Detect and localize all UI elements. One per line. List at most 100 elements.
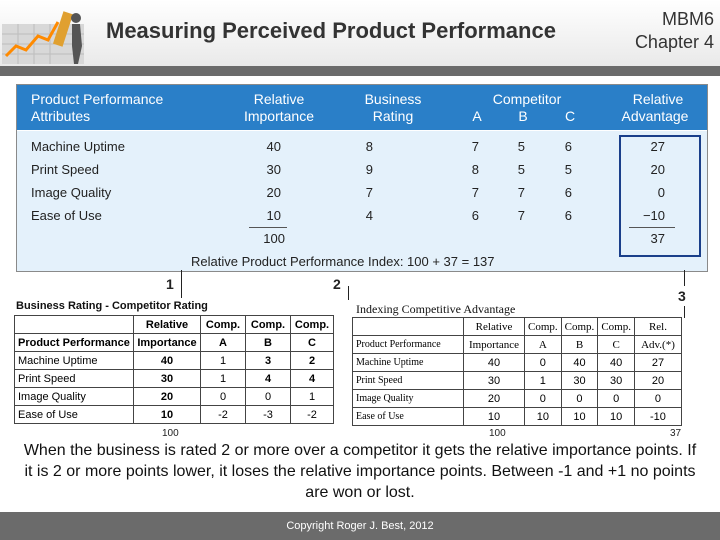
table-header-cell: Comp. [290,315,334,334]
table-cell: 1 [524,371,562,390]
table-cell: Ease of Use [14,405,134,424]
table-header-cell: Adv.(*) [633,335,682,354]
table-cell: -2 [200,405,246,424]
marker-2-line [348,286,349,300]
table-header-cell: Importance [463,335,525,354]
table-row: Product Performance Importance A B C Adv… [352,335,682,354]
comp-b-value: 5 [517,162,525,177]
rating-value: 9 [365,162,373,177]
table-row: Product Performance Importance A B C [14,333,334,352]
marker-2: 2 [333,276,341,292]
advantage-table-importance-total: 100 [489,428,506,439]
explanation-text: When the business is rated 2 or more ove… [23,442,697,501]
header-importance-2: Importance [243,108,315,124]
table-row: Relative Comp. Comp. Comp. Rel. [352,317,682,336]
footer-bar [0,512,720,540]
rating-table-total: 100 [162,428,179,439]
table-cell: 4 [290,369,334,388]
table-cell: 0 [524,389,562,408]
table-cell: Print Speed [352,371,464,390]
table-cell: 20 [133,387,201,406]
chapter-label: Chapter 4 [634,32,714,52]
comp-a-value: 6 [471,208,479,223]
comp-c-value: 6 [564,208,572,223]
table-header-cell: Comp. [200,315,246,334]
table-row: Print Speed 30 1 4 4 [14,369,334,388]
table-header-cell: C [597,335,635,354]
table-cell: 40 [463,353,525,372]
table-cell: 0 [245,387,291,406]
table-row: Ease of Use 10 -2 -3 -2 [14,405,334,424]
table-header-cell: B [245,333,291,352]
header-rating-2: Rating [372,108,414,124]
table-row: Image Quality 20 0 0 1 [14,387,334,406]
table-cell: -2 [290,405,334,424]
course-code: MBM6 [661,9,714,29]
table-cell: 10 [524,407,562,426]
title-divider [0,66,720,76]
table-cell: 20 [463,389,525,408]
table-cell: Ease of Use [352,407,464,426]
importance-sum-line [249,227,287,228]
rating-value: 8 [365,139,373,154]
attribute-label: Ease of Use [31,208,102,223]
header-advantage-1: Relative [632,91,684,107]
table-cell: Machine Uptime [352,353,464,372]
header-attributes-1: Product Performance [31,91,164,107]
table-cell: 0 [560,389,599,408]
table-cell: 40 [133,351,201,370]
attribute-label: Machine Uptime [31,139,125,154]
marker-1-line [181,270,182,298]
table-cell: 0 [200,387,246,406]
table-body: Machine Uptime 40 8 7 5 6 27 Print Speed… [17,131,707,271]
marker-3: 3 [678,288,686,304]
table-row: Ease of Use 10 10 10 10 -10 [352,407,682,426]
table-row: Image Quality 20 0 0 0 0 [352,389,682,408]
header-attributes-2: Attributes [31,108,91,124]
table-header-cell: A [200,333,246,352]
table-cell: Image Quality [352,389,464,408]
table-header-cell: Relative [463,317,525,336]
table-cell: 30 [463,371,525,390]
copyright-text: Copyright Roger J. Best, 2012 [286,520,434,532]
table-header-cell: C [290,333,334,352]
table-header-cell: Comp. [245,315,291,334]
comp-a-value: 7 [471,139,479,154]
table-cell: 3 [245,351,291,370]
rating-difference-table: Relative Comp. Comp. Comp. Product Perfo… [14,315,334,424]
competitive-advantage-table: Relative Comp. Comp. Comp. Rel. Product … [352,317,682,426]
table-cell [14,315,134,334]
header-comp-a: A [472,108,482,124]
comp-c-value: 6 [564,139,572,154]
marker-3-line-lower [684,306,685,318]
advantage-table-title: Indexing Competitive Advantage [356,302,516,316]
table-cell [352,317,464,336]
table-cell: 0 [597,389,635,408]
attribute-label: Print Speed [31,162,99,177]
advantage-sum-line [629,227,675,228]
table-header-cell: Comp. [597,317,635,336]
header-competitor: Competitor [492,91,562,107]
table-cell: -10 [633,407,682,426]
table-cell: 2 [290,351,334,370]
header-comp-b: B [518,108,528,124]
table-cell: Image Quality [14,387,134,406]
table-cell: 0 [524,353,562,372]
table-cell: 40 [597,353,635,372]
table-cell: 30 [597,371,635,390]
table-cell: 10 [133,405,201,424]
marker-3-line [684,270,685,286]
table-cell: Print Speed [14,369,134,388]
table-cell: 1 [200,369,246,388]
performance-index-text: Relative Product Performance Index: 100 … [191,254,495,269]
rating-value: 4 [365,208,373,223]
table-header-cell: A [524,335,562,354]
marker-1: 1 [166,276,174,292]
header-comp-c: C [564,108,576,124]
table-cell: 1 [200,351,246,370]
header-advantage-2: Advantage [621,108,689,124]
importance-value: 30 [266,162,281,177]
advantage-value: 20 [650,162,665,177]
table-header-cell: B [560,335,599,354]
table-cell: 0 [633,389,682,408]
